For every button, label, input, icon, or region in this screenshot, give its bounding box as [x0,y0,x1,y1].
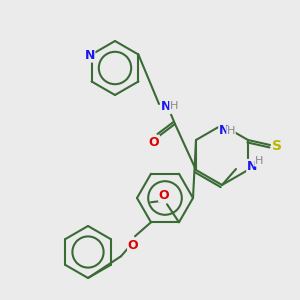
Text: O: O [149,136,159,148]
Text: O: O [128,239,138,252]
Text: H: H [170,101,178,111]
Text: H: H [227,126,235,136]
Text: N: N [219,124,229,137]
Text: N: N [247,160,257,172]
Text: N: N [84,49,95,62]
Text: O: O [159,189,169,202]
Text: N: N [161,100,171,113]
Text: H: H [255,156,263,166]
Text: S: S [272,139,282,153]
